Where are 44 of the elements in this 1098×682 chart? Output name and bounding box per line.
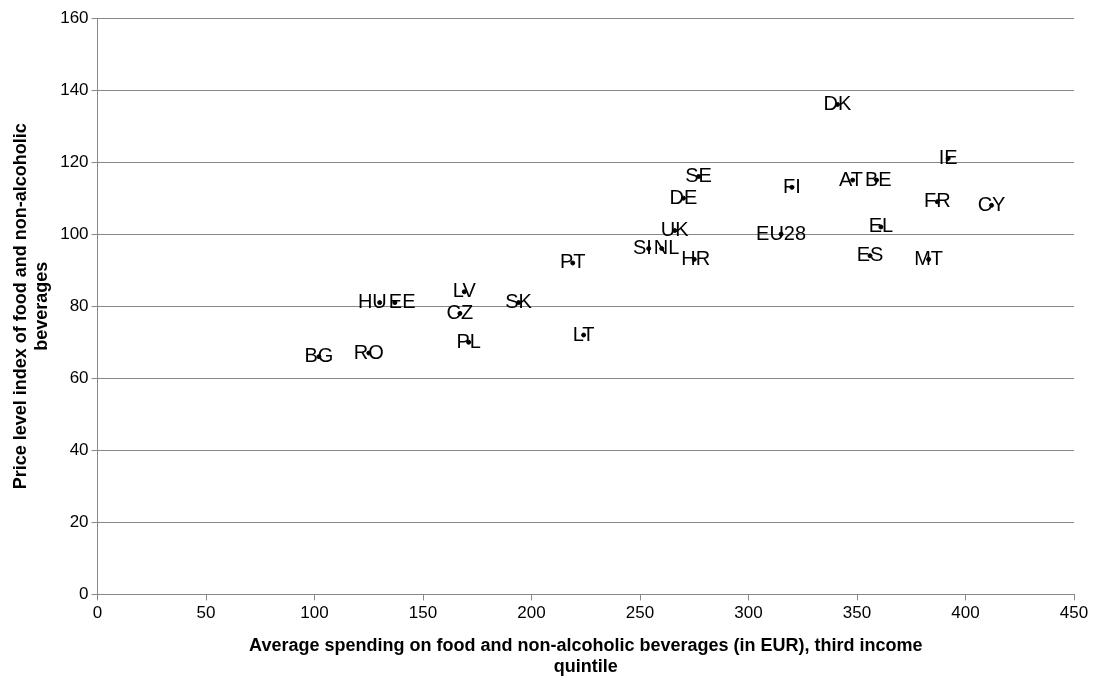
data-label: EU28 [756, 221, 807, 244]
x-tick-label: 300 [734, 603, 763, 623]
data-label: EL [868, 214, 894, 237]
x-tick-label: 450 [1059, 603, 1089, 623]
x-tick-label: 350 [842, 603, 872, 623]
data-label: LV [452, 279, 477, 302]
data-label: BE [864, 167, 892, 190]
data-label: SE [685, 164, 712, 187]
data-label: LT [572, 322, 595, 345]
data-label: CZ [446, 300, 474, 323]
y-tick-label: 20 [69, 512, 89, 532]
x-tick-label: 200 [517, 603, 546, 623]
y-tick-label: 60 [69, 367, 89, 387]
data-label: HR [681, 246, 711, 269]
x-tick-label: 0 [92, 603, 103, 623]
data-label: ES [856, 243, 884, 266]
data-label: HU [357, 290, 387, 313]
data-label: RO [353, 340, 384, 363]
x-tick-label: 150 [408, 603, 438, 623]
data-label: PL [456, 329, 481, 352]
data-label: BG [304, 344, 334, 367]
y-axis-title: Price level index of food and non-alcoholic beverages [9, 123, 52, 490]
y-tick-label: 160 [60, 7, 89, 27]
x-tick-label: 400 [951, 603, 980, 623]
data-label: DE [669, 185, 698, 208]
data-label: FI [783, 174, 801, 197]
data-label: SK [505, 290, 533, 313]
y-tick-label: 0 [79, 584, 89, 604]
x-tick-label: 50 [196, 603, 216, 623]
data-label: FR [923, 189, 951, 212]
x-axis-title: Average spending on food and non-alcoholic beverages (in EUR), third income quintile [249, 634, 923, 677]
data-label: MT [914, 246, 944, 269]
data-label: DK [823, 91, 853, 114]
data-label: CY [977, 192, 1006, 215]
y-tick-label: 100 [60, 223, 89, 243]
y-tick-label: 140 [60, 79, 89, 99]
data-label: PT [559, 250, 586, 273]
x-tick-label: 250 [625, 603, 655, 623]
y-tick-label: 40 [69, 439, 89, 459]
y-tick-label: 120 [60, 151, 89, 171]
data-label: EE [388, 290, 416, 313]
y-tick-label: 80 [69, 295, 89, 315]
data-label: AT [838, 167, 863, 190]
x-tick-label: 100 [300, 603, 329, 623]
